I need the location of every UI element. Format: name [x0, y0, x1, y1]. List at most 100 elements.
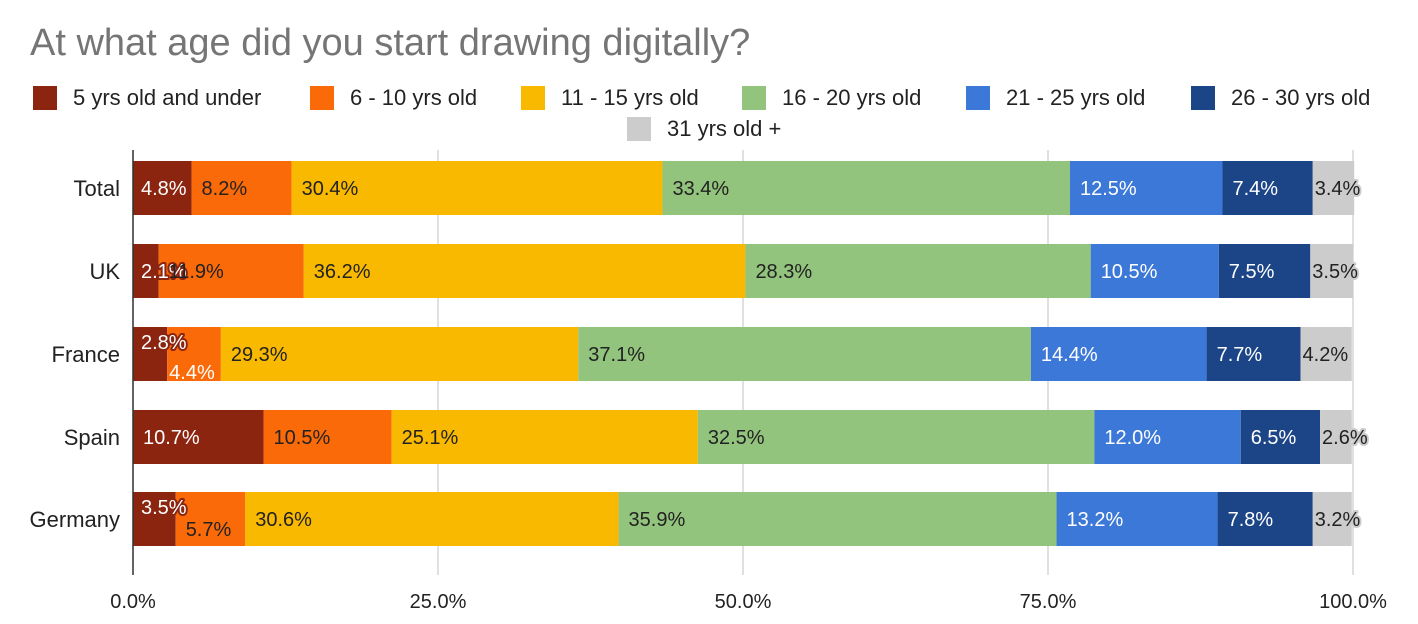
x-tick-label: 100.0% — [1319, 591, 1387, 613]
bar-segment — [1217, 492, 1313, 546]
x-tick-label: 0.0% — [110, 591, 156, 613]
bar-segment — [1094, 410, 1241, 464]
data-label: 5.7% — [186, 519, 232, 541]
bar-segment — [263, 410, 392, 464]
data-label: 3.4% — [1315, 178, 1361, 200]
data-label: 3.2% — [1315, 509, 1361, 531]
legend-label: 6 - 10 yrs old — [350, 85, 477, 110]
bar-segment — [220, 327, 579, 381]
data-label: 7.4% — [1232, 178, 1278, 200]
legend: 5 yrs old and under 6 - 10 yrs old 11 - 15… — [33, 85, 1370, 141]
bar-segment — [1090, 244, 1219, 298]
legend-label: 21 - 25 yrs old — [1006, 85, 1145, 110]
data-label: 3.5% — [141, 497, 187, 519]
data-label: 11.9% — [169, 261, 224, 283]
data-label: 12.5% — [1080, 178, 1137, 200]
category-label: Spain — [64, 425, 120, 450]
data-label: 36.2% — [314, 261, 371, 283]
data-label: 14.4% — [1041, 344, 1098, 366]
data-label: 4.2% — [1303, 344, 1349, 366]
bar-segment — [1056, 492, 1218, 546]
legend-label: 31 yrs old + — [667, 116, 781, 141]
data-label: 4.8% — [141, 178, 187, 200]
bar-segment — [133, 244, 159, 298]
data-label: 32.5% — [708, 427, 765, 449]
data-label: 2.8% — [141, 332, 187, 354]
bar-segment — [191, 161, 292, 215]
bar-segment — [1310, 244, 1353, 298]
data-label: 10.7% — [143, 427, 200, 449]
legend-label: 26 - 30 yrs old — [1231, 85, 1370, 110]
data-label: 29.3% — [231, 344, 288, 366]
legend-swatch — [33, 86, 57, 110]
bar-segment — [158, 244, 304, 298]
bar-segment — [1218, 244, 1311, 298]
bar-segment — [303, 244, 746, 298]
category-label: France — [52, 342, 120, 367]
data-label: 10.5% — [1101, 261, 1158, 283]
category-label: UK — [89, 259, 120, 284]
bar-segment — [618, 492, 1057, 546]
category-label: Total — [74, 176, 120, 201]
bar-segment — [133, 410, 264, 464]
bar-segment — [175, 492, 246, 546]
bar-segment — [697, 410, 1095, 464]
data-label: 35.9% — [629, 509, 686, 531]
data-label: 4.4% — [169, 362, 215, 384]
bar-segment — [1300, 327, 1352, 381]
data-label: 30.6% — [255, 509, 312, 531]
data-label: 2.1% — [141, 261, 187, 283]
legend-label: 11 - 15 yrs old — [561, 85, 699, 110]
bar-segment — [662, 161, 1070, 215]
legend-label: 16 - 20 yrs old — [782, 85, 921, 110]
data-label: 2.6% — [1322, 427, 1368, 449]
bar-segment — [133, 327, 168, 381]
bar-segment — [133, 161, 192, 215]
bar-segment — [1069, 161, 1223, 215]
chart-title: At what age did you start drawing digita… — [30, 22, 751, 64]
legend-swatch — [1191, 86, 1215, 110]
data-label: 13.2% — [1067, 509, 1124, 531]
bar-segment — [167, 327, 221, 381]
data-label: 12.0% — [1104, 427, 1161, 449]
bar-segment — [391, 410, 698, 464]
data-labels: 4.8% 8.2% 30.4% 33.4% 12.5% 7.4% 3.4% 2.1%11.9%… — [139, 176, 1370, 541]
bar-segment — [745, 244, 1091, 298]
category-label: Germany — [30, 507, 120, 532]
bar-segment — [133, 492, 176, 546]
legend-swatch — [742, 86, 766, 110]
bar-segment — [1312, 492, 1352, 546]
legend-swatch — [310, 86, 334, 110]
data-label: 7.5% — [1229, 261, 1275, 283]
bar-segment — [1222, 161, 1313, 215]
data-label: 37.1% — [588, 344, 645, 366]
bar-segment — [1240, 410, 1321, 464]
data-label: 10.5% — [274, 427, 331, 449]
bar-segment — [1312, 161, 1355, 215]
data-label: 28.3% — [755, 261, 812, 283]
data-label: 25.1% — [402, 427, 459, 449]
bar-segment — [245, 492, 619, 546]
bars — [133, 161, 1355, 546]
data-label: 7.8% — [1228, 509, 1274, 531]
bar-segment — [1320, 410, 1352, 464]
data-label: 33.4% — [672, 178, 729, 200]
data-label: 6.5% — [1251, 427, 1297, 449]
bar-segment — [1206, 327, 1301, 381]
legend-swatch — [521, 86, 545, 110]
data-label: 30.4% — [302, 178, 359, 200]
legend-swatch — [627, 117, 651, 141]
data-label: 8.2% — [202, 178, 248, 200]
data-label: 3.5% — [1312, 261, 1358, 283]
data-label: 7.7% — [1217, 344, 1263, 366]
bar-segment — [291, 161, 663, 215]
x-tick-label: 25.0% — [410, 591, 467, 613]
x-tick-label: 75.0% — [1020, 591, 1077, 613]
bar-segment — [578, 327, 1031, 381]
legend-label: 5 yrs old and under — [73, 85, 261, 110]
bar-segment — [1030, 327, 1207, 381]
x-tick-label: 50.0% — [715, 591, 772, 613]
axes: 0.0% 25.0% 50.0% 75.0% 100.0% Total UK France Sp… — [30, 150, 1387, 613]
legend-swatch — [966, 86, 990, 110]
